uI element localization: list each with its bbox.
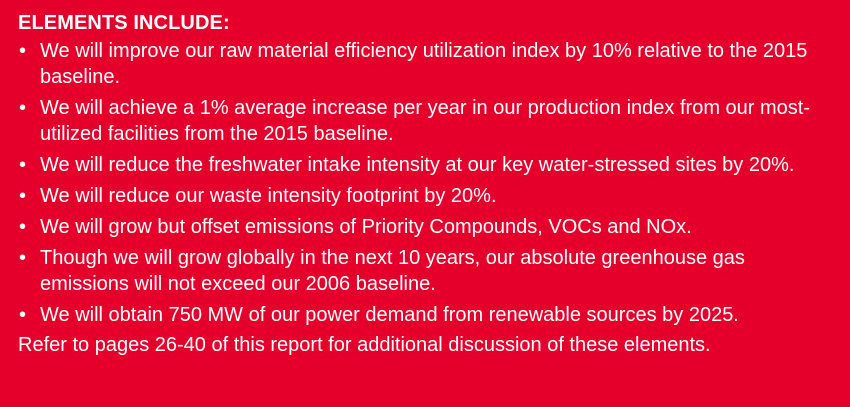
list-item-text: We will reduce the freshwater intake int… [40,154,795,176]
list-item: • We will obtain 750 MW of our power dem… [18,302,832,328]
footer-note: Refer to pages 26-40 of this report for … [18,334,711,356]
list-item: • We will improve our raw material effic… [18,38,832,90]
list-item: • Though we will grow globally in the ne… [18,245,832,297]
list-item-text: We will reduce our waste intensity footp… [40,185,497,207]
list-item-text: Though we will grow globally in the next… [40,247,745,295]
list-item: • We will grow but offset emissions of P… [18,214,832,240]
bullet-icon: • [19,40,27,62]
list-item-text: We will improve our raw material efficie… [40,40,808,88]
list-item-text: We will grow but offset emissions of Pri… [40,216,692,238]
bullet-icon: • [19,304,27,326]
list-item-text: We will achieve a 1% average increase pe… [40,97,810,145]
list-item: • We will reduce our waste intensity foo… [18,183,832,209]
list-item-text: We will obtain 750 MW of our power deman… [40,304,739,326]
bullet-icon: • [19,154,27,176]
bullet-icon: • [19,97,27,119]
list-item: • We will reduce the freshwater intake i… [18,152,832,178]
bullet-icon: • [19,247,27,269]
bullet-icon: • [19,216,27,238]
bullet-icon: • [19,185,27,207]
panel-heading: ELEMENTS INCLUDE: [18,12,230,34]
elements-list: • We will improve our raw material effic… [18,38,832,328]
list-item: • We will achieve a 1% average increase … [18,95,832,147]
